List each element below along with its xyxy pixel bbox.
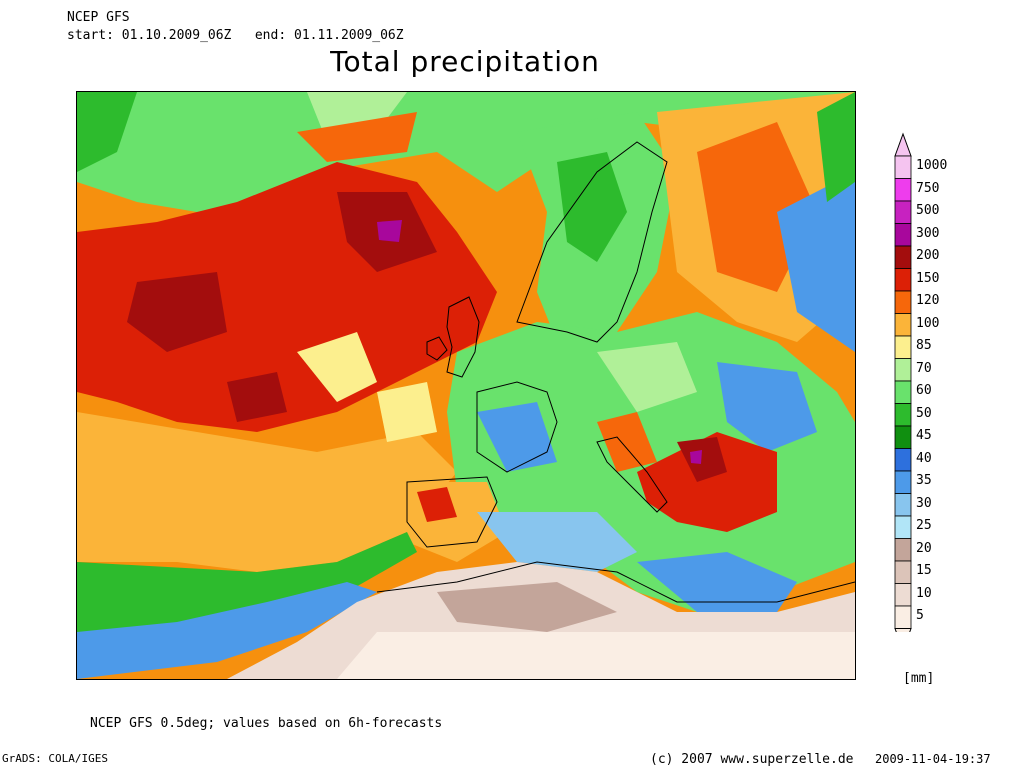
legend-label-500: 500	[916, 203, 940, 219]
atlantic-purple-spot	[377, 220, 402, 242]
legend-swatch-1000	[894, 155, 912, 179]
central-med-blue	[637, 552, 797, 612]
atlantic-dark-red-3	[227, 372, 287, 422]
greenland-green	[77, 92, 137, 172]
legend-top-arrow	[894, 132, 912, 157]
scandinavia-coast	[516, 141, 668, 343]
atlantic-yellow-patch	[297, 332, 377, 402]
legend-label-50: 50	[916, 405, 932, 421]
legend-swatch-500	[894, 200, 912, 224]
legend-swatch-10	[894, 583, 912, 607]
ireland-coast	[426, 336, 448, 361]
britain-coast	[446, 296, 480, 378]
west-med-blue	[477, 512, 637, 572]
legend-swatch-300	[894, 223, 912, 247]
balkans-purple-spot	[690, 450, 702, 464]
legend-swatch-150	[894, 268, 912, 292]
iberia-coast	[406, 476, 498, 548]
atlantic-blue-arc	[77, 582, 377, 679]
model-name: NCEP GFS	[67, 10, 130, 25]
legend-swatch-85	[894, 335, 912, 359]
legend-swatch-15	[894, 560, 912, 584]
iceland-orange	[297, 112, 417, 162]
atlantic-yellow-patch-2	[377, 382, 437, 442]
end-label: end:	[254, 28, 287, 43]
alps-orange	[597, 412, 657, 472]
start-label: start:	[67, 28, 114, 43]
legend-label-70: 70	[916, 360, 932, 376]
north-africa-brown	[437, 582, 617, 632]
scandinavia-dark-green	[557, 152, 627, 262]
legend-label-300: 300	[916, 225, 940, 241]
legend-label-85: 85	[916, 338, 932, 354]
legend-swatch-200	[894, 245, 912, 269]
legend-swatch-5	[894, 605, 912, 629]
russia-blue	[777, 172, 855, 352]
start-time: 01.10.2009_06Z	[121, 28, 232, 43]
legend-label-200: 200	[916, 248, 940, 264]
northeast-green	[817, 92, 855, 202]
atlantic-green-arc	[77, 532, 417, 642]
east-europe-blue	[717, 362, 817, 452]
france-blue	[477, 402, 557, 472]
legend-label-10: 10	[916, 585, 932, 601]
legend-label-100: 100	[916, 315, 940, 331]
map-title: Total precipitation	[330, 45, 600, 78]
legend-swatch-120	[894, 290, 912, 314]
legend-swatch-25	[894, 515, 912, 539]
legend-swatch-45	[894, 425, 912, 449]
france-coast	[476, 381, 558, 473]
legend-label-750: 750	[916, 180, 940, 196]
precipitation-map	[76, 91, 856, 680]
atlantic-dark-red-2	[127, 272, 227, 352]
legend-swatch-30	[894, 493, 912, 517]
balkans-dark-red	[677, 437, 727, 482]
iberia-red	[417, 487, 457, 522]
footer-copyright: (c) 2007 www.superzelle.de	[650, 752, 854, 767]
period-line: start: 01.10.2009_06Z end: 01.11.2009_06…	[67, 28, 404, 43]
precipitation-legend	[893, 132, 913, 652]
end-time: 01.11.2009_06Z	[294, 28, 404, 43]
legend-label-5: 5	[916, 608, 924, 624]
legend-swatch-750	[894, 178, 912, 202]
legend-label-40: 40	[916, 450, 932, 466]
legend-label-45: 45	[916, 428, 932, 444]
central-europe-light	[597, 342, 697, 412]
legend-label-30: 30	[916, 495, 932, 511]
footer-grads: GrADS: COLA/IGES	[2, 752, 108, 765]
footer-note: NCEP GFS 0.5deg; values based on 6h-fore…	[90, 716, 443, 731]
subtropical-orange	[77, 412, 457, 572]
legend-label-15: 15	[916, 563, 932, 579]
legend-label-25: 25	[916, 518, 932, 534]
legend-swatch-35	[894, 470, 912, 494]
legend-label-1000: 1000	[916, 158, 948, 174]
footer-timestamp: 2009-11-04-19:37	[875, 752, 991, 766]
legend-label-20: 20	[916, 540, 932, 556]
legend-label-35: 35	[916, 473, 932, 489]
italy-coast	[596, 436, 668, 513]
legend-swatch-100	[894, 313, 912, 337]
legend-colorbar	[894, 132, 912, 652]
precipitation-field	[77, 92, 855, 679]
legend-label-120: 120	[916, 293, 940, 309]
legend-label-60: 60	[916, 383, 932, 399]
coastlines	[376, 141, 855, 603]
sahara-dry	[337, 632, 855, 679]
balkans-red	[637, 432, 777, 532]
legend-label-150: 150	[916, 270, 940, 286]
legend-swatch-20	[894, 538, 912, 562]
africa-coast	[376, 561, 855, 603]
legend-unit: [mm]	[903, 671, 935, 686]
legend-swatch-40	[894, 448, 912, 472]
legend-swatch-60	[894, 380, 912, 404]
legend-swatch-70	[894, 358, 912, 382]
legend-bottom-arrow	[894, 628, 912, 652]
legend-swatch-50	[894, 403, 912, 427]
